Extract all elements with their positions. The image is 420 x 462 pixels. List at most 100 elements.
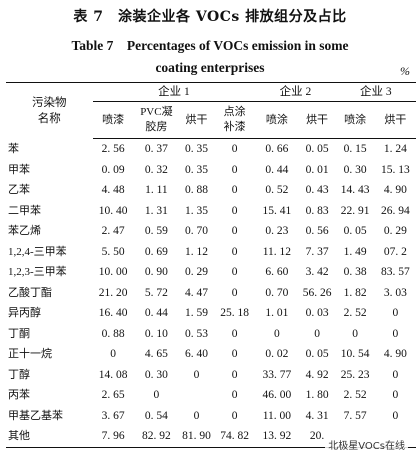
table-cell: 0 — [392, 389, 399, 401]
table-cell: 0. 70 — [185, 225, 209, 237]
watermark: 北极星VOCs在线 — [325, 436, 408, 453]
table-cell: 0 — [392, 307, 399, 319]
table-cell: 0 — [231, 409, 238, 422]
table-cell: 4. 90 — [383, 184, 407, 196]
table-cell: 0 — [231, 204, 238, 217]
table-row: 1,2,4-三甲苯 5. 50 0. 69 1. 12 0 11. 12 7. 37 1. 4… — [6, 242, 416, 263]
table-cell: 0. 66 — [265, 143, 289, 155]
table-row: 苯乙烯 2. 47 0. 59 0. 70 0 0. 23 0. 56 0. 05 0. 29 — [6, 221, 416, 242]
row-pollutant-name: 异丙醇 — [8, 307, 41, 319]
table-cell: 0. 35 — [185, 163, 209, 176]
header-col: 喷涂 — [335, 101, 375, 139]
table-cell: 56. 26 — [302, 286, 332, 299]
table-cell: 14. 43 — [340, 184, 370, 196]
table-cell: 0 — [231, 348, 238, 360]
table-cell: 0. 88 — [185, 184, 209, 196]
table-cell: 0. 38 — [343, 266, 367, 278]
table-cell: 0. 01 — [305, 163, 329, 176]
table-cell: 0. 03 — [305, 307, 329, 319]
table-title-cn: 表 7 涂装企业各 VOCs 排放组分及占比 — [73, 9, 347, 25]
table-cell: 21. 20 — [98, 286, 128, 299]
table-cell: 2. 47 — [101, 225, 125, 237]
table-row: 乙酸丁酯 21. 20 5. 72 4. 47 0 0. 70 56. 26 1. 82 3. … — [6, 283, 416, 304]
header-enterprise-3: 企业 3 — [335, 82, 416, 102]
header-col: 喷涂 — [255, 101, 299, 139]
table-cell: 2. 65 — [101, 389, 125, 401]
row-pollutant-name: 甲基乙基苯 — [8, 409, 63, 422]
row-pollutant-name: 乙苯 — [8, 184, 30, 196]
table-cell: 4. 48 — [101, 184, 125, 196]
table-cell: 33. 77 — [262, 368, 292, 381]
table-cell: 0. 09 — [101, 163, 125, 176]
table-cell: 0. 54 — [144, 409, 168, 422]
table-cell: 0 — [193, 368, 200, 381]
table-cell: 0. 29 — [185, 266, 209, 278]
table-cell: 2. 52 — [343, 307, 367, 319]
table-cell: 0 — [231, 143, 238, 155]
row-pollutant-name: 1,2,4-三甲苯 — [8, 245, 67, 258]
table-cell: 10. 40 — [98, 204, 128, 217]
table-cell: 1. 82 — [343, 286, 367, 299]
table-cell: 0. 05 — [305, 348, 329, 360]
row-pollutant-name: 二甲苯 — [8, 204, 41, 217]
table-cell: 0. 70 — [265, 286, 289, 299]
table-cell: 0 — [392, 409, 399, 422]
table-cell: 1. 11 — [145, 184, 168, 196]
table-cell: 0 — [314, 327, 320, 340]
table-cell: 11. 00 — [262, 409, 292, 422]
row-pollutant-name: 甲苯 — [8, 163, 30, 176]
header-col: 烘干 — [374, 101, 416, 139]
table-cell: 0 — [231, 327, 238, 340]
header-col: 烘干 — [179, 101, 215, 139]
table-title-en-line2: coating enterprises — [155, 60, 265, 75]
table-cell: 3. 67 — [101, 409, 125, 422]
table-cell: 46. 00 — [262, 389, 292, 401]
row-pollutant-name: 丁酮 — [8, 327, 30, 340]
table-cell: 0 — [352, 327, 359, 340]
table-cell: 0. 05 — [343, 225, 367, 237]
table-row: 异丙醇 16. 40 0. 44 1. 59 25. 18 1. 01 0. 03 2. 52… — [6, 303, 416, 324]
table-cell: 25. 23 — [340, 368, 370, 381]
table-cell: 0 — [231, 286, 238, 299]
table-cell: 0. 29 — [383, 225, 407, 237]
table-cell: 13. 92 — [255, 426, 299, 448]
header-pollutant-label: 污染物名称 — [32, 96, 67, 125]
table-cell: 4. 92 — [305, 368, 329, 381]
table-cell: 1. 24 — [383, 143, 407, 155]
header-enterprise-2: 企业 2 — [255, 82, 336, 102]
table-row: 丁酮 0. 88 0. 10 0. 53 0 0 0 0 0 — [6, 324, 416, 345]
row-pollutant-name: 苯 — [8, 142, 19, 155]
table-cell: 0 — [392, 368, 399, 381]
table-cell: 1. 59 — [185, 307, 209, 319]
table-cell: 0 — [110, 348, 116, 360]
table-cell: 07. 2 — [383, 245, 407, 258]
table-cell: 0. 23 — [265, 225, 289, 237]
table-cell: 26. 94 — [381, 204, 410, 217]
table-cell: 0 — [231, 184, 238, 196]
header-col: 喷漆 — [92, 101, 134, 139]
table-cell: 4. 90 — [383, 348, 407, 360]
table-cell: 0 — [231, 163, 238, 176]
table-cell: 7. 37 — [305, 245, 329, 258]
table-cell: 6. 60 — [265, 266, 289, 278]
row-pollutant-name: 正十一烷 — [8, 348, 52, 360]
table-cell: 3. 42 — [305, 266, 329, 278]
table-cell: 0. 59 — [144, 225, 168, 237]
table-cell: 0. 52 — [265, 184, 289, 196]
table-cell: 0 — [231, 266, 238, 278]
table-cell: 0. 30 — [343, 163, 367, 176]
table-cell: 1. 01 — [265, 307, 289, 319]
table-cell: 3. 03 — [383, 286, 407, 299]
table-cell: 5. 72 — [144, 286, 168, 299]
table-cell: 0. 83 — [305, 204, 329, 217]
header-col: 烘干 — [298, 101, 336, 139]
table-cell: 10. 54 — [340, 348, 370, 360]
table-cell: 6. 40 — [185, 348, 209, 360]
table-cell: 1. 31 — [144, 204, 168, 217]
table-body: 苯 2. 56 0. 37 0. 35 0 0. 66 0. 05 0. 15 1. 24 甲苯 0… — [6, 139, 416, 448]
table-cell: 22. 91 — [340, 204, 370, 217]
header-col: 点涂补漆 — [214, 101, 256, 139]
table-cell: 0 — [231, 225, 238, 237]
table-cell: 1. 12 — [185, 245, 209, 258]
table-cell: 1. 35 — [185, 204, 209, 217]
